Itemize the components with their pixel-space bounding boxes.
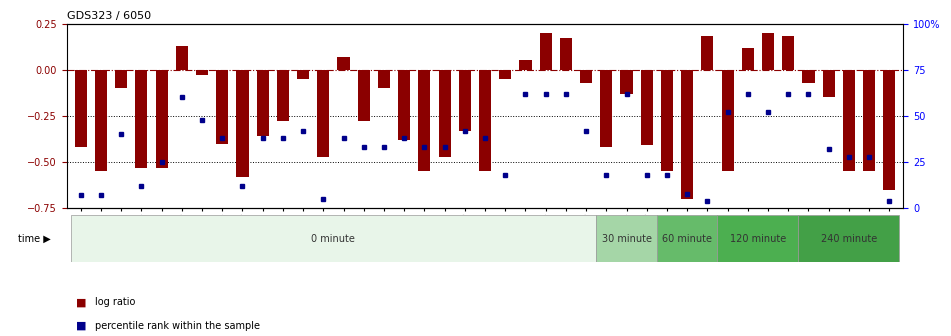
Bar bbox=[176, 46, 188, 70]
Bar bbox=[398, 70, 410, 140]
Text: time ▶: time ▶ bbox=[18, 234, 50, 244]
Bar bbox=[95, 70, 107, 171]
Bar bbox=[156, 70, 167, 168]
Bar bbox=[722, 70, 733, 171]
Bar bbox=[499, 70, 512, 79]
Text: 0 minute: 0 minute bbox=[312, 234, 356, 244]
Text: 60 minute: 60 minute bbox=[662, 234, 712, 244]
Bar bbox=[216, 70, 228, 144]
Bar bbox=[681, 70, 693, 199]
Bar bbox=[742, 47, 754, 70]
Bar bbox=[135, 70, 147, 168]
Bar bbox=[782, 36, 794, 70]
Bar bbox=[560, 38, 572, 70]
Text: GDS323 / 6050: GDS323 / 6050 bbox=[67, 11, 150, 22]
Bar bbox=[600, 70, 612, 147]
Bar bbox=[115, 70, 127, 88]
Bar bbox=[539, 33, 552, 70]
Bar bbox=[843, 70, 855, 171]
Bar bbox=[580, 70, 592, 83]
Bar bbox=[620, 70, 632, 94]
Text: percentile rank within the sample: percentile rank within the sample bbox=[95, 321, 261, 331]
Text: ■: ■ bbox=[76, 297, 87, 307]
Bar bbox=[519, 60, 532, 70]
Bar bbox=[318, 70, 329, 157]
Bar bbox=[717, 215, 798, 262]
Bar bbox=[70, 215, 596, 262]
Bar bbox=[358, 70, 370, 121]
Bar bbox=[798, 215, 900, 262]
Text: 120 minute: 120 minute bbox=[729, 234, 786, 244]
Bar bbox=[823, 70, 835, 97]
Bar bbox=[596, 215, 657, 262]
Text: 240 minute: 240 minute bbox=[821, 234, 877, 244]
Bar bbox=[438, 70, 451, 157]
Bar bbox=[803, 70, 814, 83]
Bar bbox=[378, 70, 390, 88]
Bar bbox=[458, 70, 471, 131]
Bar bbox=[479, 70, 491, 171]
Bar bbox=[762, 33, 774, 70]
Text: log ratio: log ratio bbox=[95, 297, 135, 307]
Bar bbox=[257, 70, 269, 136]
Bar bbox=[237, 70, 248, 177]
Text: 30 minute: 30 minute bbox=[602, 234, 651, 244]
Bar bbox=[196, 70, 208, 75]
Bar bbox=[657, 215, 717, 262]
Bar bbox=[338, 57, 350, 70]
Bar bbox=[75, 70, 87, 147]
Bar bbox=[641, 70, 652, 145]
Bar bbox=[863, 70, 875, 171]
Bar bbox=[701, 36, 713, 70]
Bar bbox=[883, 70, 895, 190]
Bar bbox=[418, 70, 431, 171]
Bar bbox=[661, 70, 673, 171]
Bar bbox=[297, 70, 309, 79]
Text: ■: ■ bbox=[76, 321, 87, 331]
Bar bbox=[277, 70, 289, 121]
